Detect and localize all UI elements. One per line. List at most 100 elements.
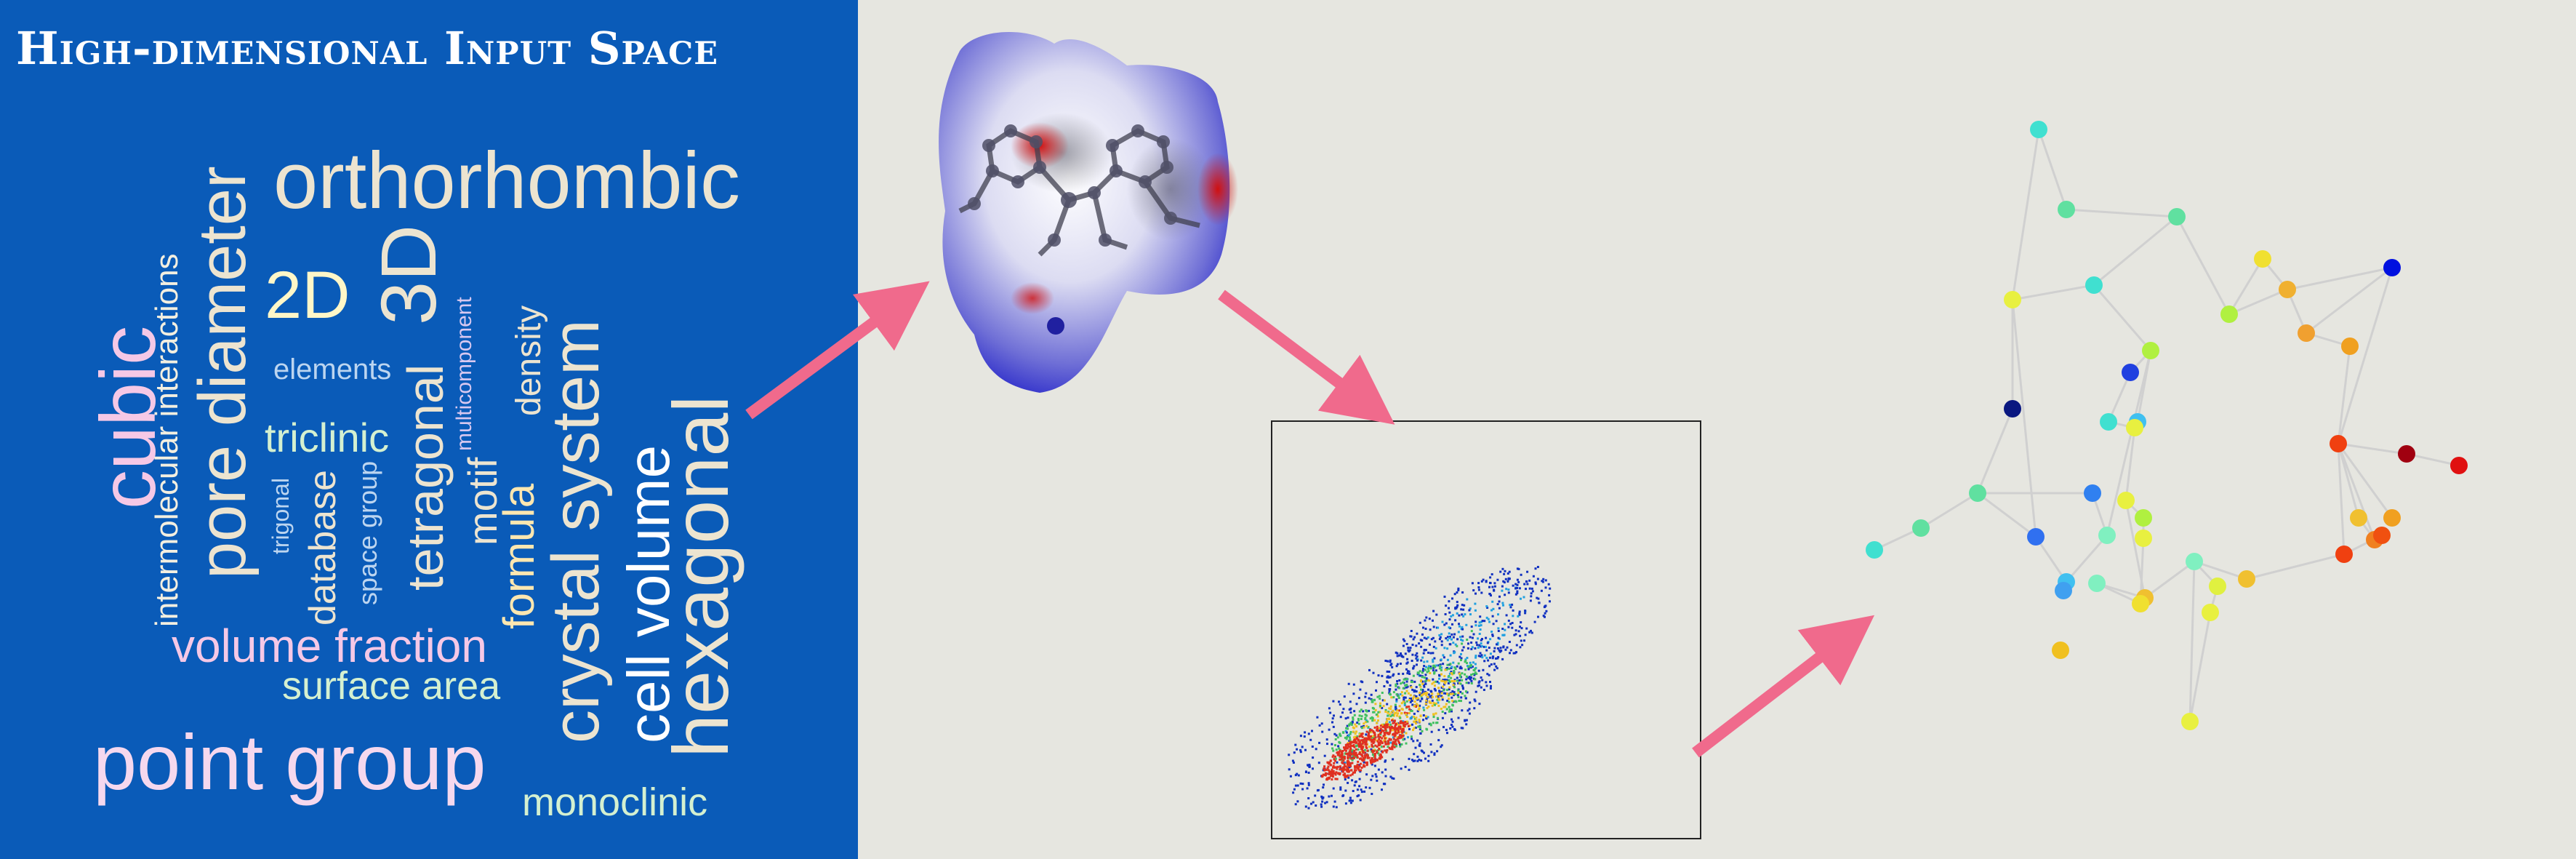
fingerprint-point (1361, 750, 1364, 752)
fingerprint-point (1502, 645, 1505, 648)
fingerprint-point (1405, 662, 1408, 665)
word-2d: 2D (265, 258, 350, 332)
fingerprint-point (1524, 634, 1527, 636)
graph-edge (2093, 284, 2152, 351)
fingerprint-point (1389, 730, 1392, 732)
fingerprint-point (1386, 718, 1389, 721)
fingerprint-point (1349, 796, 1352, 799)
fingerprint-point (1433, 672, 1436, 674)
graph-node (2398, 445, 2415, 463)
fingerprint-point (1474, 602, 1477, 605)
fingerprint-point (1321, 775, 1324, 778)
fingerprint-point (1381, 788, 1383, 791)
fingerprint-point (1518, 613, 1521, 616)
fingerprint-point (1368, 728, 1371, 731)
fingerprint-point (1349, 722, 1352, 724)
fingerprint-point (1363, 737, 1366, 740)
fingerprint-point (1347, 682, 1350, 685)
fingerprint-point (1348, 770, 1350, 772)
fingerprint-point (1415, 644, 1418, 647)
fingerprint-point (1482, 578, 1485, 581)
fingerprint-point (1436, 698, 1439, 701)
fingerprint-point (1392, 778, 1395, 780)
fingerprint-point (1366, 754, 1369, 757)
fingerprint-point (1358, 746, 1360, 748)
fingerprint-point (1389, 723, 1392, 726)
fingerprint-point (1450, 633, 1453, 636)
fingerprint-point (1405, 742, 1408, 745)
fingerprint-point (1304, 731, 1307, 734)
fingerprint-point (1379, 755, 1381, 758)
fingerprint-point (1383, 699, 1386, 702)
fingerprint-point (1356, 756, 1359, 759)
fingerprint-point (1339, 765, 1341, 768)
fingerprint-point (1466, 662, 1468, 665)
fingerprint-point (1514, 587, 1517, 590)
graph-node (2181, 713, 2199, 730)
fingerprint-point (1288, 754, 1291, 756)
fingerprint-point (1427, 667, 1430, 669)
fingerprint-point (1427, 706, 1430, 708)
fingerprint-point (1471, 666, 1474, 668)
fingerprint-point (1498, 649, 1501, 652)
fingerprint-point (1358, 778, 1361, 780)
fingerprint-point (1344, 757, 1346, 760)
fingerprint-point (1456, 591, 1458, 594)
fingerprint-point (1429, 722, 1432, 725)
fingerprint-point (1360, 727, 1363, 730)
fingerprint-point (1378, 738, 1381, 740)
fingerprint-point (1393, 746, 1396, 748)
fingerprint-point (1376, 727, 1379, 730)
fingerprint-point (1359, 770, 1362, 773)
fingerprint-point (1452, 700, 1455, 703)
fingerprint-point (1409, 724, 1411, 727)
fingerprint-point (1357, 760, 1360, 763)
fingerprint-point (1449, 727, 1452, 730)
fingerprint-point (1452, 684, 1455, 687)
graph-edge (2337, 267, 2394, 444)
fingerprint-point (1384, 743, 1387, 746)
fingerprint-point (1435, 712, 1437, 715)
fingerprint-point (1368, 735, 1370, 738)
fingerprint-point (1392, 743, 1395, 746)
fingerprint-point (1465, 690, 1467, 693)
fingerprint-point (1374, 759, 1376, 762)
fingerprint-point (1457, 716, 1460, 719)
fingerprint-point (1351, 762, 1354, 764)
fingerprint-point (1357, 743, 1360, 746)
fingerprint-point (1333, 758, 1336, 761)
fingerprint-point (1374, 773, 1377, 776)
fingerprint-point (1409, 709, 1412, 712)
fingerprint-point (1453, 672, 1456, 675)
fingerprint-point (1336, 736, 1339, 739)
fingerprint-point (1398, 705, 1401, 708)
fingerprint-point (1352, 718, 1355, 721)
fingerprint-point (1405, 686, 1408, 689)
fingerprint-point (1404, 696, 1407, 699)
fingerprint-point (1395, 706, 1397, 708)
fingerprint-point (1289, 775, 1292, 778)
fingerprint-point (1492, 607, 1495, 610)
fingerprint-point (1447, 694, 1450, 697)
fingerprint-point (1380, 731, 1383, 734)
fingerprint-point (1499, 570, 1502, 573)
fingerprint-point (1361, 746, 1364, 749)
fingerprint-point (1372, 711, 1375, 714)
fingerprint-point (1384, 724, 1387, 727)
graph-edge (2066, 208, 2178, 218)
fingerprint-point (1495, 620, 1498, 623)
fingerprint-point (1308, 764, 1311, 766)
fingerprint-point (1433, 687, 1436, 690)
fingerprint-point (1336, 765, 1339, 768)
graph-node (2030, 121, 2047, 138)
fingerprint-point (1458, 655, 1461, 658)
fingerprint-point (1345, 727, 1348, 730)
fingerprint-point (1478, 644, 1481, 647)
fingerprint-point (1480, 644, 1483, 647)
fingerprint-point (1479, 615, 1482, 618)
fingerprint-point (1467, 666, 1470, 668)
fingerprint-point (1448, 672, 1451, 675)
fingerprint-point (1403, 678, 1405, 681)
fingerprint-point (1406, 685, 1409, 688)
fingerprint-point (1392, 714, 1394, 716)
